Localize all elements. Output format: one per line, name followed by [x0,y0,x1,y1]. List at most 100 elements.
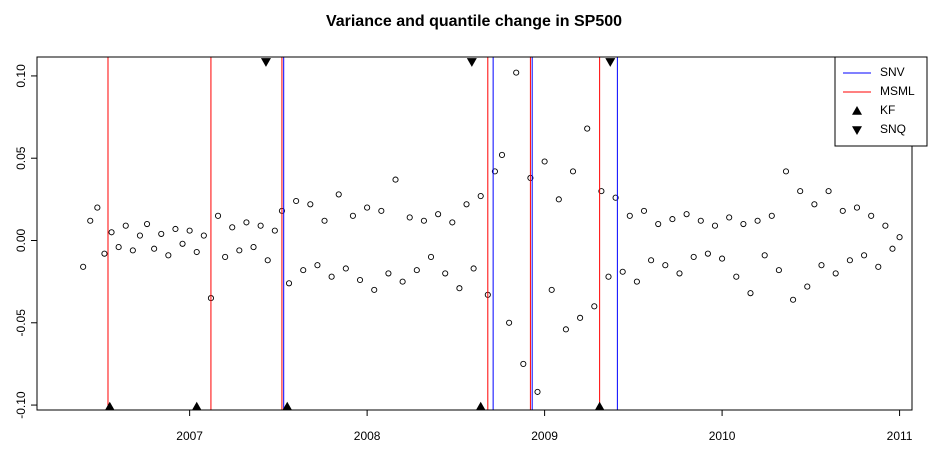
point [80,263,87,270]
y-tick-label: -0.05 [14,309,28,337]
point [811,201,818,208]
legend-label: SNV [880,65,905,79]
x-tick-label: 2011 [887,429,913,443]
point [825,188,832,195]
point [364,204,371,211]
point [520,360,527,367]
point [87,217,94,224]
point [172,225,179,233]
point [214,212,222,219]
point [711,222,719,229]
point [882,222,889,229]
point [782,168,790,175]
x-tick-label: 2008 [354,429,381,443]
point [733,273,740,280]
point [307,201,314,208]
point [740,220,747,228]
point [875,263,882,270]
point [236,247,243,254]
change-marker [282,401,293,411]
point [442,270,449,277]
point [704,250,711,257]
point [534,388,541,395]
point [136,232,143,239]
point [179,240,186,247]
point [122,222,129,229]
point [747,290,754,297]
point [94,204,101,211]
point [846,257,853,264]
point [115,244,122,251]
point [151,245,158,252]
y-tick-label: 0.00 [14,228,28,252]
point [697,217,704,224]
point [548,286,555,293]
point [648,257,655,264]
point [775,267,782,274]
point [790,296,797,303]
point [889,245,896,252]
point [243,219,250,226]
point [108,229,115,236]
change-marker [104,401,115,411]
point [264,257,271,264]
point [605,273,612,280]
point [861,252,868,259]
point [513,69,520,76]
point [612,194,619,201]
legend-label: KF [880,103,895,117]
point [435,211,442,218]
point [541,158,548,165]
chart-title: Variance and quantile change in SP500 [326,13,622,30]
point [250,244,257,251]
point [335,191,342,198]
point [463,201,470,208]
legend-label: MSML [880,84,915,98]
x-tick-label: 2007 [176,429,203,443]
point [349,212,356,219]
point [271,227,278,234]
point [655,220,662,228]
point [328,273,335,280]
point [427,253,435,261]
point [506,319,513,326]
change-marker [466,58,477,67]
point [101,250,108,257]
point [293,197,300,205]
point [569,168,577,175]
change-marker [594,401,605,411]
legend-marker [852,106,862,115]
legend-box [834,56,928,147]
point [413,267,420,274]
point [229,224,236,231]
point [676,270,683,277]
point [626,212,633,219]
point [669,216,676,223]
point [491,168,498,175]
change-marker [260,58,271,67]
y-tick-label: 0.10 [14,64,28,88]
point [165,252,172,259]
point [818,262,825,269]
point [768,212,775,219]
point [186,227,193,234]
point [619,268,626,275]
point [385,270,392,277]
point [406,214,413,221]
point [378,207,385,214]
point [797,188,804,195]
point [690,253,697,261]
point [300,267,307,274]
point [158,230,165,237]
point [562,326,569,333]
point [129,247,136,254]
point [896,234,903,241]
point [719,255,726,262]
y-tick-label: -0.10 [14,391,28,419]
legend-label: SNQ [880,122,906,136]
plot-frame [36,56,913,411]
point [399,278,406,285]
point [577,314,584,321]
point [804,283,811,290]
